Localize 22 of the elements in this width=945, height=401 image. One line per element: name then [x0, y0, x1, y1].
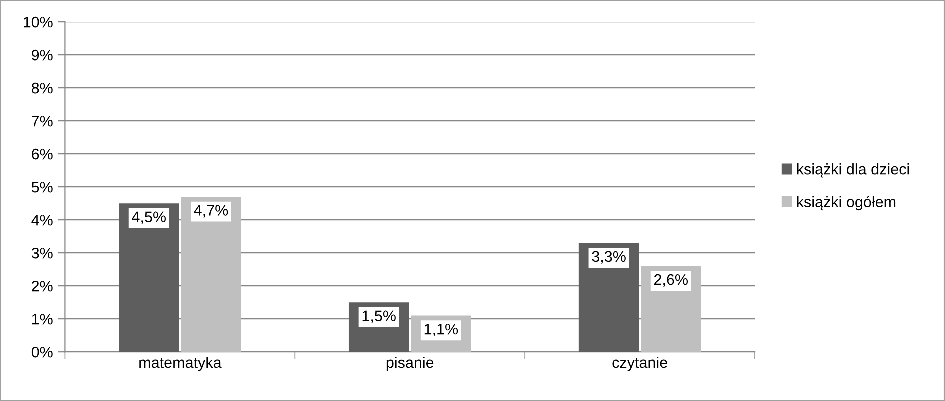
data-label: 2,6% — [654, 274, 688, 288]
y-tick-label: 3% — [32, 248, 53, 259]
data-label: 1,5% — [362, 310, 396, 324]
y-tick-label: 5% — [32, 182, 53, 193]
y-tick-label: 8% — [32, 82, 53, 94]
x-tick-label: matematyka — [140, 356, 222, 372]
y-tick-label: 4% — [32, 215, 53, 226]
data-label: 4,7% — [194, 205, 228, 218]
y-tick-label: 7% — [32, 116, 53, 127]
y-tick-label: 0% — [32, 346, 53, 358]
data-label: 4,5% — [132, 212, 166, 224]
data-label: 3,3% — [592, 251, 626, 264]
legend-label: książki dla dzieci — [797, 164, 910, 178]
legend-label: książki ogółem — [797, 196, 896, 211]
y-tick-label: 2% — [32, 280, 53, 292]
y-tick-label: 1% — [32, 314, 53, 325]
y-tick-label: 10% — [24, 16, 53, 28]
y-tick-label: 9% — [32, 50, 53, 61]
data-label: 1,1% — [424, 324, 458, 337]
x-tick-label: pisanie — [386, 356, 434, 372]
y-tick-label: 6% — [32, 148, 53, 160]
x-tick-label: czytanie — [612, 356, 668, 372]
